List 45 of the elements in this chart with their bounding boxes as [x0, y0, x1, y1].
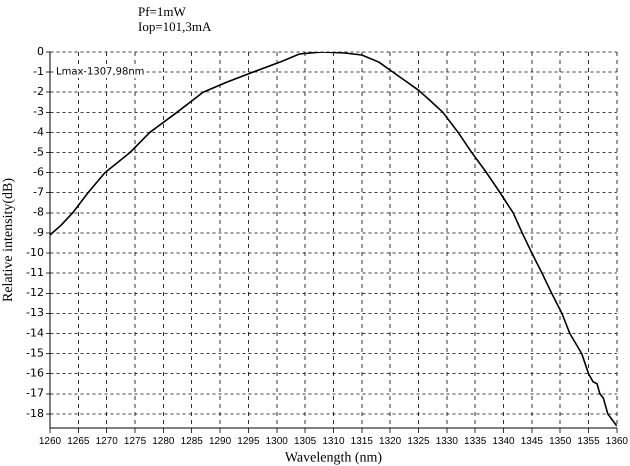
- x-tick-label: 1360: [606, 436, 628, 447]
- y-tick-label: -5: [33, 145, 44, 158]
- x-tick-label: 1290: [208, 436, 232, 447]
- y-tick-label: -8: [33, 206, 44, 219]
- y-tick-label: -3: [33, 105, 44, 118]
- y-tick-label: -12: [26, 286, 44, 300]
- x-tick-label: 1260: [38, 436, 62, 447]
- y-tick-label: -2: [33, 85, 44, 98]
- chart-title: Pf=1mW: [138, 4, 186, 20]
- y-tick-label: -17: [26, 386, 44, 400]
- y-axis-title: Relative intensity(dB): [1, 178, 16, 302]
- x-tick-label: 1355: [577, 436, 600, 447]
- x-tick-label: 1350: [549, 436, 572, 447]
- x-tick-label: 1305: [294, 436, 317, 447]
- x-tick-label: 1310: [322, 436, 345, 447]
- y-tick-label: -18: [26, 406, 44, 420]
- y-tick-label: -13: [26, 306, 44, 320]
- chart-subtitle: Iop=101,3mA: [138, 19, 212, 35]
- x-tick-label: 1265: [67, 436, 90, 447]
- x-axis-title: Wavelength (nm): [284, 450, 382, 466]
- x-tick-label: 1280: [152, 436, 175, 447]
- annotation: Lmax-1307,98nm: [56, 66, 144, 78]
- x-tick-label: 1270: [96, 436, 118, 447]
- x-tick-label: 1345: [520, 436, 544, 447]
- x-tick-label: 1315: [350, 436, 374, 447]
- x-tick-label: 1300: [266, 436, 288, 447]
- y-tick-label: -9: [33, 226, 44, 239]
- y-tick-label: 0: [37, 44, 44, 58]
- x-tick-label: 1325: [407, 436, 430, 447]
- x-tick-label: 1335: [464, 436, 487, 447]
- y-tick-label: -14: [26, 326, 44, 340]
- y-tick-label: -6: [33, 166, 44, 178]
- x-tick-label: 1295: [237, 436, 260, 447]
- y-tick-label: -15: [26, 346, 44, 360]
- x-tick-label: 1330: [436, 436, 458, 447]
- x-tick-label: 1340: [492, 436, 516, 447]
- y-tick-label: -16: [26, 366, 44, 380]
- x-tick-label: 1320: [379, 436, 402, 447]
- x-tick-label: 1275: [124, 436, 147, 447]
- y-tick-label: -1: [33, 64, 44, 78]
- y-tick-label: -7: [33, 186, 44, 199]
- y-tick-label: -10: [26, 246, 44, 259]
- y-tick-label: -11: [26, 266, 44, 280]
- x-tick-label: 1285: [180, 436, 204, 447]
- y-tick-label: -4: [33, 125, 44, 138]
